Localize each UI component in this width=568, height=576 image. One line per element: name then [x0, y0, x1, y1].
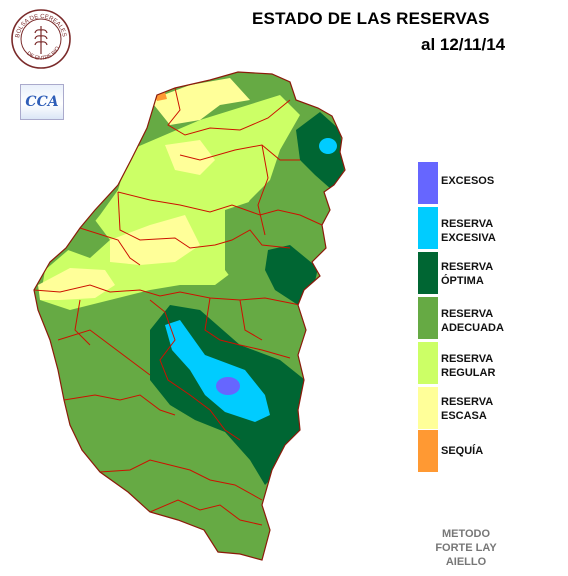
zone-regular [40, 95, 300, 310]
legend-swatch [418, 387, 438, 429]
legend-label: RESERVA ADECUADA [441, 308, 504, 334]
map-date: al 12/11/14 [421, 35, 506, 54]
legend-swatch [418, 207, 438, 249]
legend-label: SEQUÍA [441, 445, 484, 457]
legend-swatch [418, 430, 438, 472]
zone-excesiva [165, 320, 270, 422]
bolsa-cereales-logo: BOLSA DE CEREALES DE ENTRE RIOS [10, 6, 71, 69]
zone-excesiva-ne [319, 138, 337, 154]
legend-swatch [418, 252, 438, 294]
department-borders [34, 87, 323, 526]
map-title: ESTADO DE LAS RESERVAS [252, 9, 490, 28]
legend-label: RESERVA ESCASA [441, 396, 494, 422]
legend-label: EXCESOS [441, 175, 495, 187]
legend-label: RESERVA EXCESIVA [441, 218, 496, 244]
zone-excesos [216, 377, 240, 395]
zone-sequia [155, 92, 167, 101]
wheat-icon [34, 26, 48, 54]
legend-swatch [418, 297, 438, 339]
legend-swatch [418, 342, 438, 384]
province-outline [33, 71, 346, 561]
cca-logo: CCA [20, 84, 64, 120]
method-note: METODO FORTE LAY AIELLO [435, 528, 497, 568]
legend-swatch [418, 162, 438, 204]
zone-escasa [150, 78, 250, 125]
legend-label: RESERVA ÓPTIMA [441, 261, 494, 287]
zone-optima-ne [296, 112, 344, 190]
legend-label: RESERVA REGULAR [441, 353, 496, 379]
